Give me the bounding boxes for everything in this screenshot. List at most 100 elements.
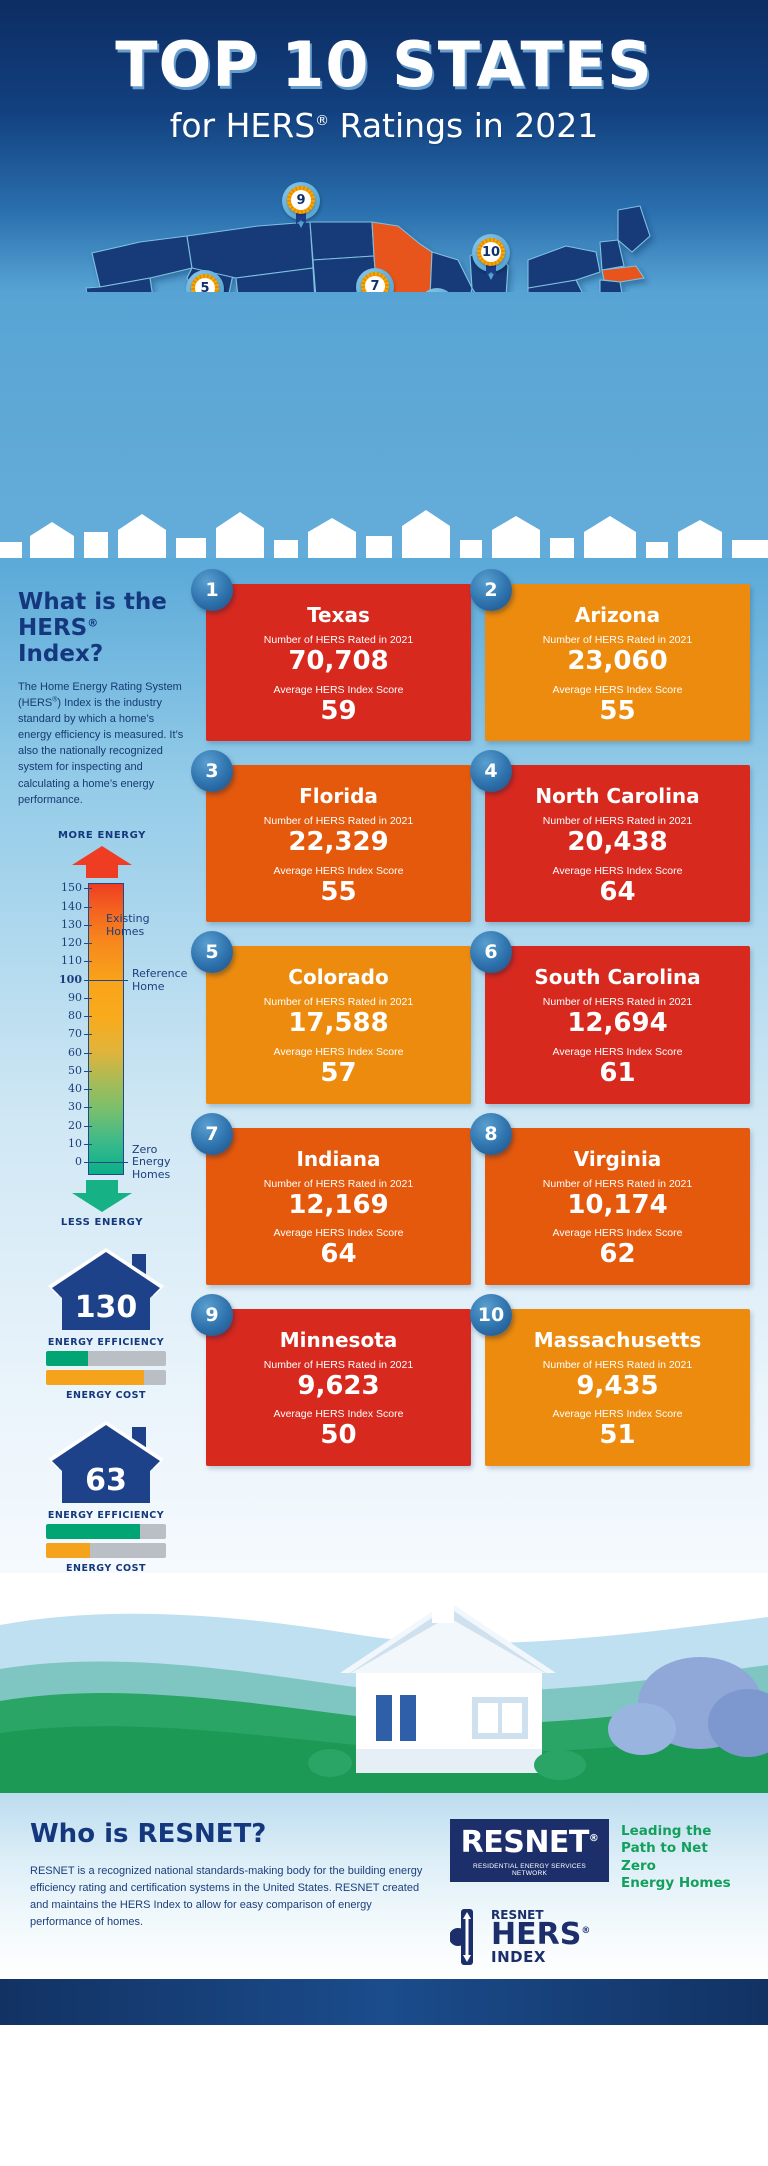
state-card[interactable]: 2 Arizona Number of HERS Rated in 2021 23,0… bbox=[470, 569, 750, 742]
scale-tick-line bbox=[84, 906, 92, 909]
state-card[interactable]: 9 Minnesota Number of HERS Rated in 2021 9,… bbox=[191, 1293, 471, 1466]
cost-label: ENERGY COST bbox=[66, 1389, 146, 1401]
rank-badge: 6 bbox=[470, 931, 512, 974]
scale-tick-line bbox=[84, 942, 92, 945]
bottom-bar bbox=[0, 1978, 768, 2025]
ribbon-icon bbox=[296, 210, 306, 224]
infographic-page: TOP 10 STATES for HERS® Ratings in 2021 bbox=[0, 0, 768, 2025]
house-badge-130: 130 ENERGY EFFICIENCY ENERGY COST bbox=[18, 1246, 194, 1401]
resnet-logo-wordmark: RESNET® bbox=[460, 1824, 599, 1860]
registered-mark: ® bbox=[87, 616, 99, 630]
scale-tick-line bbox=[84, 1070, 92, 1073]
map-pin-9[interactable]: 9 bbox=[282, 182, 320, 230]
subtitle-pre: for HERS bbox=[169, 106, 316, 145]
scale-bottom-label: LESS ENERGY bbox=[60, 1216, 144, 1228]
state-card[interactable]: 1 Texas Number of HERS Rated in 2021 70,708… bbox=[191, 569, 471, 742]
resnet-logo-subtitle: RESIDENTIAL ENERGY SERVICES NETWORK bbox=[473, 1862, 587, 1877]
scale-tick-label: 40 bbox=[68, 1082, 82, 1096]
state-name: Colorado bbox=[288, 965, 389, 990]
footer-copy: RESNET is a recognized national standard… bbox=[30, 1864, 423, 1928]
house-badge-63: 63 ENERGY EFFICIENCY ENERGY COST bbox=[18, 1419, 194, 1574]
hers-panel-heading: What is the HERS® Index? bbox=[18, 589, 186, 667]
state-cards-grid: 1 Texas Number of HERS Rated in 2021 70,708… bbox=[191, 569, 750, 1466]
rated-label: Number of HERS Rated in 2021 bbox=[542, 815, 693, 828]
registered-mark: ® bbox=[315, 113, 330, 129]
scale-ticks: 150 140 130 Existing Homes 120 110 100 Referenc… bbox=[18, 881, 194, 1181]
state-card[interactable]: 3 Florida Number of HERS Rated in 2021 22,3… bbox=[191, 750, 471, 923]
hers-logo-bottom: INDEX bbox=[491, 1947, 546, 1966]
hers-panel-paragraph: The Home Energy Rating System (HERS®) In… bbox=[18, 679, 186, 807]
rank-badge: 2 bbox=[470, 569, 512, 611]
pin-number: 5 bbox=[195, 278, 215, 292]
page-title: TOP 10 STATES bbox=[115, 28, 653, 101]
efficiency-label: ENERGY EFFICIENCY bbox=[47, 1509, 165, 1521]
scale-tick-line bbox=[84, 1088, 92, 1091]
state-name: Massachusetts bbox=[533, 1327, 702, 1352]
efficiency-label: ENERGY EFFICIENCY bbox=[47, 1336, 165, 1348]
heading-line-2-post: Index? bbox=[18, 640, 104, 667]
scale-tick-label: 0 bbox=[75, 1155, 82, 1169]
scale-tick-label: 150 bbox=[61, 881, 82, 895]
scale-tick-line bbox=[84, 1125, 92, 1128]
scale-tick-label: 100 bbox=[59, 973, 82, 987]
rank-badge: 8 bbox=[470, 1112, 512, 1155]
state-card[interactable]: 10 Massachusetts Number of HERS Rated in 2… bbox=[470, 1293, 750, 1466]
score-value: 64 bbox=[599, 876, 636, 907]
rated-value: 23,060 bbox=[567, 646, 668, 676]
scale-tick-label: 70 bbox=[68, 1027, 82, 1041]
rated-label: Number of HERS Rated in 2021 bbox=[263, 996, 414, 1009]
state-card[interactable]: 5 Colorado Number of HERS Rated in 2021 17,… bbox=[191, 931, 471, 1104]
map-pin-10[interactable]: 10 bbox=[472, 234, 510, 282]
rank-badge: 4 bbox=[470, 750, 512, 793]
scale-tick-label: 60 bbox=[68, 1046, 82, 1060]
subtitle-post: Ratings in 2021 bbox=[329, 106, 599, 145]
hers-index-panel: What is the HERS® Index? The Home Energy… bbox=[18, 576, 194, 1577]
state-card[interactable]: 8 Virginia Number of HERS Rated in 2021 10,… bbox=[470, 1112, 750, 1285]
scale-tick-line bbox=[84, 1143, 92, 1146]
state-card[interactable]: 7 Indiana Number of HERS Rated in 2021 12,1… bbox=[191, 1112, 471, 1285]
rated-value: 9,435 bbox=[576, 1370, 659, 1401]
heading-line-1: What is the bbox=[18, 589, 167, 615]
state-card[interactable]: 4 North Carolina Number of HERS Rated in 2… bbox=[470, 750, 750, 923]
score-value: 57 bbox=[320, 1057, 357, 1088]
scale-tick-label: 130 bbox=[61, 918, 82, 932]
map-pin-8[interactable]: 8 bbox=[418, 288, 456, 292]
scale-top-label: MORE ENERGY bbox=[57, 829, 147, 841]
scale-tick-line bbox=[84, 1052, 92, 1055]
rated-label: Number of HERS Rated in 2021 bbox=[542, 1177, 693, 1190]
rosette-icon: 5 bbox=[191, 274, 219, 292]
score-label: Average HERS Index Score bbox=[273, 1227, 404, 1240]
more-energy-arrow-icon bbox=[70, 845, 134, 879]
main-content: What is the HERS® Index? The Home Energy… bbox=[0, 558, 768, 1793]
house-icon: 130 bbox=[46, 1246, 166, 1332]
scale-tick-line bbox=[84, 979, 128, 982]
paragraph-part-2-pre: (HERS bbox=[18, 697, 53, 710]
score-label: Average HERS Index Score bbox=[273, 1408, 404, 1421]
ribbon-icon bbox=[486, 262, 496, 276]
us-map: 9 10 7 8 bbox=[0, 148, 768, 292]
rosette-icon: 9 bbox=[287, 186, 315, 214]
heading-line-2-pre: HERS bbox=[18, 614, 88, 641]
hers-word: HERS bbox=[491, 1917, 582, 1953]
state-name: North Carolina bbox=[535, 784, 700, 809]
house-value: 130 bbox=[74, 1289, 138, 1325]
rosette-icon: 10 bbox=[477, 238, 505, 266]
state-ny bbox=[527, 245, 601, 289]
rated-value: 12,694 bbox=[567, 1008, 668, 1039]
scale-tick-label: 80 bbox=[68, 1009, 82, 1023]
state-card[interactable]: 6 South Carolina Number of HERS Rated in 2… bbox=[470, 931, 750, 1104]
rated-value: 17,588 bbox=[288, 1008, 389, 1039]
hers-logo-top: RESNET bbox=[491, 1908, 544, 1923]
state-name: Florida bbox=[299, 784, 378, 809]
resnet-logo: RESNET® RESIDENTIAL ENERGY SERVICES NETW… bbox=[450, 1818, 610, 1882]
score-label: Average HERS Index Score bbox=[273, 683, 404, 696]
state-cards-area: 1 Texas Number of HERS Rated in 2021 70,708… bbox=[191, 569, 750, 1577]
rated-label: Number of HERS Rated in 2021 bbox=[263, 634, 414, 646]
cost-meter bbox=[46, 1369, 166, 1385]
resnet-tagline: Leading the Path to Net Zero Energy Home… bbox=[621, 1822, 731, 1892]
map-pin-7[interactable]: 7 bbox=[356, 268, 394, 292]
resnet-name: RESNET bbox=[460, 1824, 590, 1860]
scale-annotation-existing: Existing Homes bbox=[106, 911, 150, 938]
map-pin-5[interactable]: 5 bbox=[186, 270, 224, 292]
skyline-divider bbox=[0, 502, 768, 558]
